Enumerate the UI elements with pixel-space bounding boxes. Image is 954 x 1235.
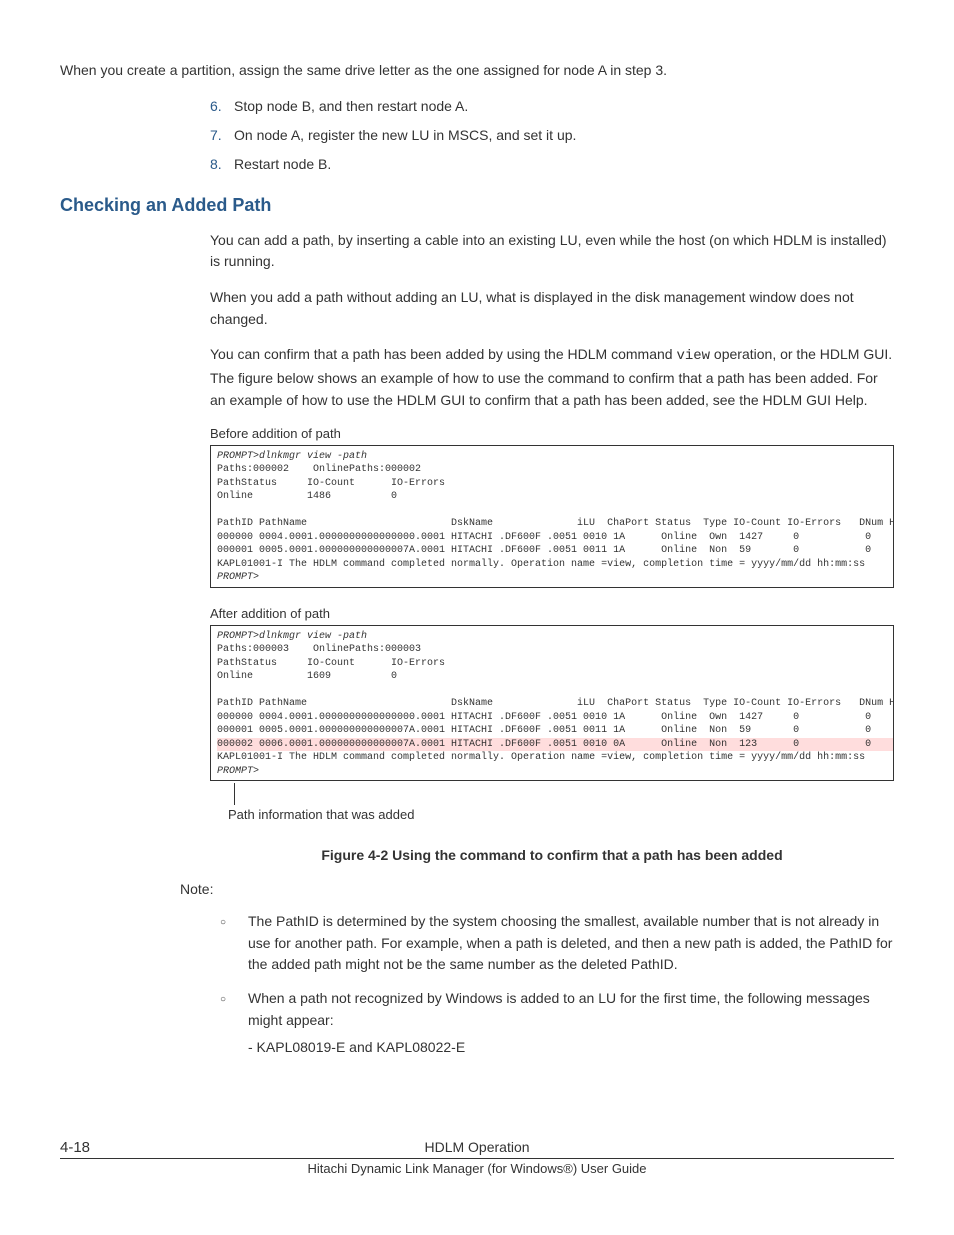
terminal-after: PROMPT>dlnkmgr view -path Paths:000003 O… [210, 625, 894, 782]
term-line: PROMPT>dlnkmgr view -path [217, 451, 367, 462]
term-line: PROMPT>dlnkmgr view -path [217, 631, 367, 642]
page-footer: 4-18 HDLM Operation [60, 1139, 894, 1159]
section-heading: Checking an Added Path [60, 195, 894, 216]
step-text: Restart node B. [234, 154, 331, 175]
step-text: Stop node B, and then restart node A. [234, 96, 468, 117]
term-row: 000001 0005.0001.000000000000007A.0001 H… [217, 545, 894, 556]
paragraph-3: You can confirm that a path has been add… [210, 344, 894, 411]
term-row-highlight: 000002 0006.0001.000000000000007A.0001 H… [217, 738, 894, 752]
annotation-text: Path information that was added [228, 807, 414, 822]
term-line: Online 1609 0 [217, 671, 397, 682]
term-line: Online 1486 0 [217, 491, 397, 502]
term-line: Paths:000003 OnlinePaths:000003 [217, 644, 421, 655]
step-item: 8. Restart node B. [210, 154, 894, 175]
note-text: The PathID is determined by the system c… [248, 911, 894, 976]
term-footer-b: 01001-I The HDLM command completed norma… [241, 752, 865, 763]
figure-caption: Figure 4-2 Using the command to confirm … [210, 847, 894, 863]
step-number: 6. [210, 96, 234, 117]
term-footer-a: KAPL [217, 752, 241, 763]
bullet-icon: ○ [220, 988, 248, 1059]
para3-a: You can confirm that a path has been add… [210, 346, 676, 362]
term-row: 000000 0004.0001.0000000000000000.0001 H… [217, 712, 894, 723]
term-line: PathStatus IO-Count IO-Errors [217, 658, 445, 669]
annotation-stem [234, 783, 235, 805]
step-number: 8. [210, 154, 234, 175]
note-subtext: - KAPL08019-E and KAPL08022-E [248, 1037, 894, 1059]
term-row: 000001 0005.0001.000000000000007A.0001 H… [217, 725, 894, 736]
paragraph-2: When you add a path without adding an LU… [210, 287, 894, 330]
term-row: 000000 0004.0001.0000000000000000.0001 H… [217, 532, 894, 543]
step-text: On node A, register the new LU in MSCS, … [234, 125, 576, 146]
term-header: PathID PathName DskName iLU ChaPort Stat… [217, 698, 894, 709]
step-list: 6. Stop node B, and then restart node A.… [210, 96, 894, 175]
note-list: ○ The PathID is determined by the system… [220, 911, 894, 1059]
annotation-pointer: Path information that was added [234, 783, 894, 811]
page-number: 4-18 [60, 1139, 120, 1156]
note-item: ○ When a path not recognized by Windows … [220, 988, 894, 1059]
before-label: Before addition of path [210, 426, 894, 441]
terminal-before: PROMPT>dlnkmgr view -path Paths:000002 O… [210, 445, 894, 588]
term-footer-line: KAPL01001-I The HDLM command completed n… [217, 559, 865, 570]
note-text: When a path not recognized by Windows is… [248, 990, 870, 1028]
bullet-icon: ○ [220, 911, 248, 976]
paragraph-1: You can add a path, by inserting a cable… [210, 230, 894, 273]
step-item: 7. On node A, register the new LU in MSC… [210, 125, 894, 146]
term-footer: KAPL01001-I The HDLM command completed n… [217, 559, 865, 570]
code-inline: view [676, 348, 710, 364]
term-footer-line: KAPL01001-I The HDLM command completed n… [217, 752, 865, 763]
term-line: PathStatus IO-Count IO-Errors [217, 478, 445, 489]
term-header: PathID PathName DskName iLU ChaPort Stat… [217, 518, 894, 529]
note-text-group: When a path not recognized by Windows is… [248, 988, 894, 1059]
footer-title: HDLM Operation [120, 1139, 834, 1155]
term-line: Paths:000002 OnlinePaths:000002 [217, 464, 421, 475]
term-prompt: PROMPT> [217, 572, 259, 583]
term-prompt: PROMPT> [217, 766, 259, 777]
after-label: After addition of path [210, 606, 894, 621]
intro-paragraph: When you create a partition, assign the … [60, 60, 894, 82]
footer-subtitle: Hitachi Dynamic Link Manager (for Window… [60, 1159, 894, 1176]
note-item: ○ The PathID is determined by the system… [220, 911, 894, 976]
step-number: 7. [210, 125, 234, 146]
note-label: Note: [180, 881, 894, 897]
step-item: 6. Stop node B, and then restart node A. [210, 96, 894, 117]
